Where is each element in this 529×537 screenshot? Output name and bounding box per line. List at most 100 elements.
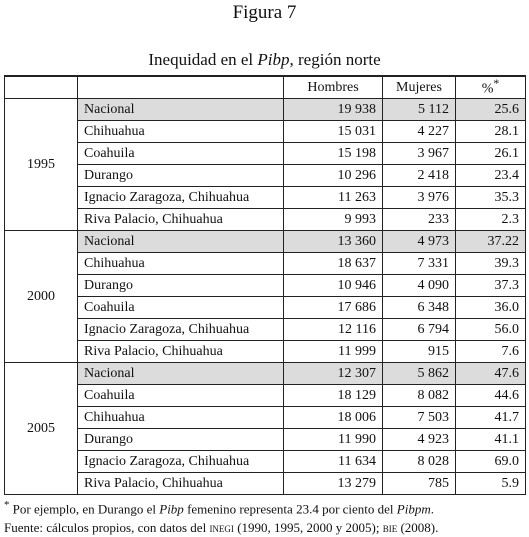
region-cell: Ignacio Zaragoza, Chihuahua [77, 318, 284, 341]
value-cell: 18 637 [283, 252, 383, 275]
region-cell: Chihuahua [77, 120, 284, 143]
value-cell: 47.6 [455, 362, 526, 385]
value-cell: 13 279 [283, 472, 383, 495]
region-cell: Durango [77, 428, 284, 451]
value-cell: 15 031 [283, 120, 383, 143]
value-cell: 23.4 [455, 164, 526, 187]
header-cell [77, 75, 284, 99]
region-cell: Nacional [77, 98, 284, 121]
value-cell: 37.22 [455, 230, 526, 253]
value-cell: 36.0 [455, 296, 526, 319]
notes: * Por ejemplo, en Durango el Pibp femeni… [4, 496, 438, 537]
note-text: femenino representa 23.4 por ciento del [183, 501, 397, 517]
region-cell: Ignacio Zaragoza, Chihuahua [77, 450, 284, 473]
region-cell: Chihuahua [77, 406, 284, 429]
value-cell: 37.3 [455, 274, 526, 297]
value-cell: 39.3 [455, 252, 526, 275]
value-cell: 3 967 [382, 142, 456, 165]
value-cell: 8 082 [382, 384, 456, 407]
note-text: * [4, 499, 10, 511]
note-text: bie [382, 520, 398, 536]
table-row: Chihuahua 15 031 4 227 28.1 [5, 120, 526, 143]
value-cell: 25.6 [455, 98, 526, 121]
value-cell: 2.3 [455, 208, 526, 231]
table-row: Coahuila 18 129 8 082 44.6 [5, 384, 526, 407]
value-cell: 5 862 [382, 362, 456, 385]
value-cell: 233 [382, 208, 456, 231]
value-cell: 3 976 [382, 186, 456, 209]
region-cell: Durango [77, 274, 284, 297]
region-cell: Nacional [77, 230, 284, 253]
region-cell: Coahuila [77, 384, 284, 407]
table-row: Coahuila 15 198 3 967 26.1 [5, 142, 526, 165]
table-row: 1995 Nacional 19 938 5 112 25.6 [4, 98, 526, 231]
table-row: Durango 10 946 4 090 37.3 [5, 274, 526, 297]
value-cell: 915 [382, 340, 456, 363]
value-cell: 13 360 [283, 230, 383, 253]
value-cell: 4 090 [382, 274, 456, 297]
value-cell: 44.6 [455, 384, 526, 407]
value-cell: 785 [382, 472, 456, 495]
value-cell: 19 938 [283, 98, 383, 121]
table-row: 2005 Nacional 12 307 5 862 47.6 [4, 362, 526, 495]
note-text: Fuente: cálculos propios, con datos del [4, 520, 210, 536]
value-cell: 15 198 [283, 142, 383, 165]
title-italic: Pibp [257, 50, 290, 69]
table-row: 2000 Nacional 13 360 4 973 37.22 [4, 230, 526, 363]
value-cell: 26.1 [455, 142, 526, 165]
note-text: Pibp [159, 501, 184, 517]
data-table: Hombres Mujeres %* 1995 Nacional 19 938 5 112 2… [4, 75, 526, 495]
figure-label: Figura 7 [232, 2, 297, 23]
note-text: Pibpm [396, 501, 431, 517]
value-cell: 4 973 [382, 230, 456, 253]
table-row: Riva Palacio, Chihuahua 13 279 785 5.9 [5, 472, 526, 495]
title-text: Inequidad en el [148, 50, 258, 69]
table-row: Chihuahua 18 006 7 503 41.7 [5, 406, 526, 429]
table-title: Inequidad en el Pibp, región norte [0, 50, 529, 70]
value-cell: 56.0 [455, 318, 526, 341]
value-cell: 11 263 [283, 186, 383, 209]
table-row: Ignacio Zaragoza, Chihuahua 12 116 6 794 56… [5, 318, 526, 341]
table-row: Riva Palacio, Chihuahua 9 993 233 2.3 [5, 208, 526, 231]
value-cell: 11 999 [283, 340, 383, 363]
value-cell: 7.6 [455, 340, 526, 363]
value-cell: 7 503 [382, 406, 456, 429]
value-cell: 18 006 [283, 406, 383, 429]
value-cell: 11 990 [283, 428, 383, 451]
value-cell: 4 923 [382, 428, 456, 451]
table-row: Durango 11 990 4 923 41.1 [5, 428, 526, 451]
value-cell: 41.7 [455, 406, 526, 429]
header-cell: Mujeres [382, 75, 456, 99]
region-cell: Coahuila [77, 142, 284, 165]
year-cell: 1995 [4, 98, 78, 231]
table-row: Coahuila 17 686 6 348 36.0 [5, 296, 526, 319]
header-text: Hombres [307, 79, 359, 95]
header-cell: Hombres [283, 75, 383, 99]
value-cell: 5.9 [455, 472, 526, 495]
note-text: (1990, 1995, 2000 y 2005); [233, 520, 383, 536]
note-line: Fuente: cálculos propios, con datos del … [4, 518, 438, 537]
value-cell: 12 307 [283, 362, 383, 385]
header-mark: * [493, 77, 500, 91]
value-cell: 17 686 [283, 296, 383, 319]
note-text: inegi [209, 520, 234, 536]
note-line: * Por ejemplo, en Durango el Pibp femeni… [4, 496, 438, 518]
region-cell: Chihuahua [77, 252, 284, 275]
region-cell: Riva Palacio, Chihuahua [77, 208, 284, 231]
value-cell: 12 116 [283, 318, 383, 341]
year-cell: 2000 [4, 230, 78, 363]
value-cell: 7 331 [382, 252, 456, 275]
title-text: , región norte [289, 50, 381, 69]
region-cell: Riva Palacio, Chihuahua [77, 472, 284, 495]
year-cell: 2005 [4, 362, 78, 495]
value-cell: 10 946 [283, 274, 383, 297]
table-row: Durango 10 296 2 418 23.4 [5, 164, 526, 187]
value-cell: 8 028 [382, 450, 456, 473]
value-cell: 2 418 [382, 164, 456, 187]
value-cell: 35.3 [455, 186, 526, 209]
table-row: Ignacio Zaragoza, Chihuahua 11 263 3 976 35… [5, 186, 526, 209]
region-cell: Coahuila [77, 296, 284, 319]
value-cell: 10 296 [283, 164, 383, 187]
value-cell: 69.0 [455, 450, 526, 473]
